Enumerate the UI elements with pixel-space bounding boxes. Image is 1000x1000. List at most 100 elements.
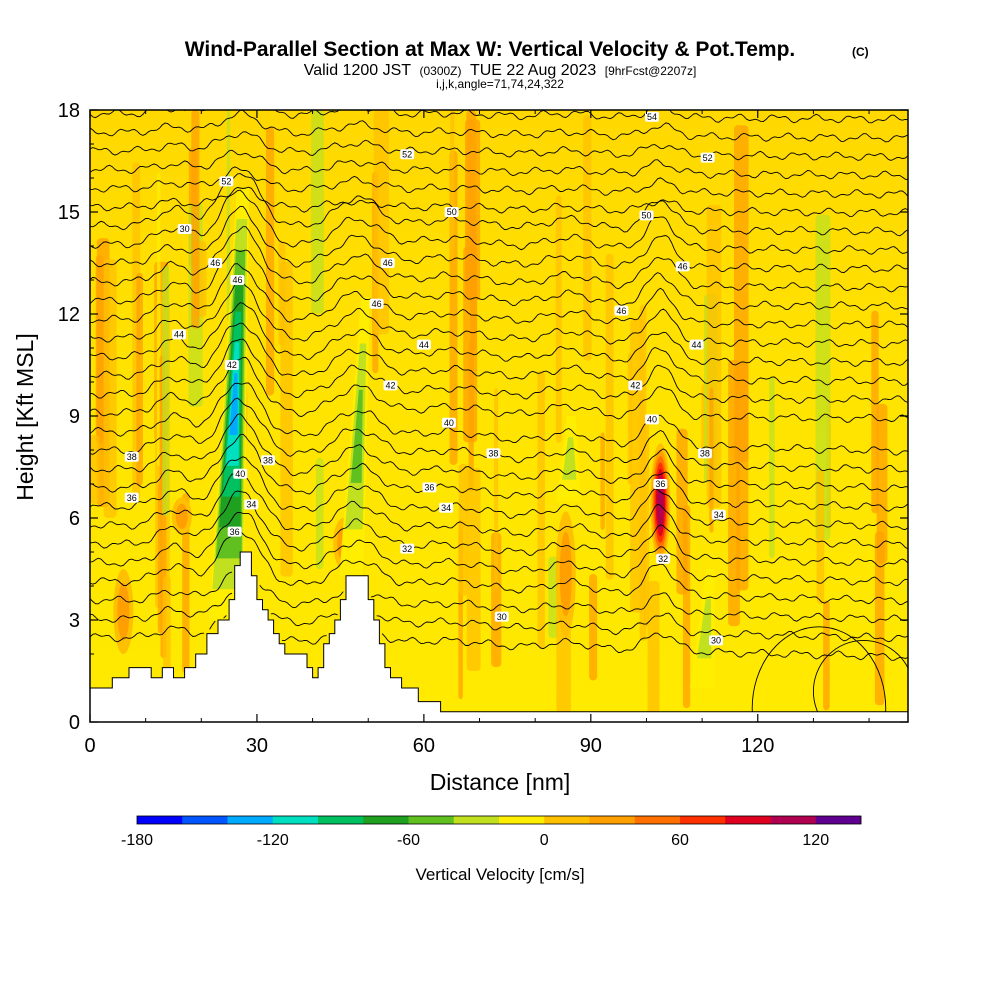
velocity-band [647,580,660,716]
contour-label-bg [124,492,139,503]
theta-contour-line [90,571,908,624]
contour-label-text: 40 [444,418,454,428]
contour-label: 38 [697,448,712,459]
colorbar-tick-label: 60 [671,832,689,849]
contour-label: 40 [441,417,456,428]
contour-label-bg [711,509,726,520]
downdraft-core-1 [350,389,363,483]
subtitle-date: TUE 22 Aug 2023 [470,62,596,79]
contour-label: 36 [422,482,437,493]
theta-contour-line [90,205,908,274]
terrain-mask [90,551,908,722]
contour-label-text: 46 [383,258,393,268]
contour-label-text: 38 [127,452,137,462]
title-mark: (C) [852,45,869,59]
chart-subtitle-indices: i,j,k,angle=71,74,24,322 [436,77,564,91]
theta-contour-line [90,280,908,349]
velocity-band [583,115,592,361]
contour-label: 46 [230,275,245,285]
contour-label-bg [380,258,395,268]
contour-label: 46 [614,305,629,316]
contour-label-text: 44 [692,340,702,350]
theta-contour-line [90,473,908,550]
y-tick-label: 3 [69,610,80,632]
velocity-band [874,531,885,706]
contour-label: 46 [369,298,384,309]
colorbar-swatch [634,816,681,824]
theta-contour-line [90,110,908,124]
contour-label: 30 [177,224,192,234]
colorbar-swatch [318,816,364,824]
subtitle-forecast: [9hrFcst@2207z] [605,64,697,78]
colorbar-tick-label: -180 [121,832,153,849]
contour-label: 34 [244,499,259,510]
contour-label: 34 [439,502,454,513]
contour-label: 46 [208,258,223,268]
y-tick-label: 6 [69,508,80,530]
velocity-band [709,387,714,533]
plot-area: 54 52 52 52 50 50 30 46 46 46 46 46 46 44 44 44 42 42 42 40… [90,110,908,722]
contour-labels: 54 52 52 52 50 50 30 46 46 46 46 46 46 44 44 44 42 42 42 40… [124,111,726,646]
velocity-band [315,457,324,570]
colorbar-swatch [408,816,455,824]
contour-label-bg [709,635,724,646]
contour-label: 30 [494,611,509,622]
theta-contour-line [90,131,908,161]
colorbar-swatch [227,816,274,824]
y-tick-label: 12 [58,304,80,326]
contour-label-text: 38 [488,449,498,459]
contour-label: 38 [124,451,139,462]
contour-label-text: 40 [235,469,245,479]
updraft-core-5 [117,582,130,641]
contour-label-bg [675,261,690,272]
contour-label: 34 [711,509,726,520]
theta-contour-line [90,592,908,643]
theta-contour-line [90,413,908,492]
colorbar-swatch [499,816,545,824]
downdraft-core-0 [229,373,238,435]
velocity-band [548,556,558,639]
theta-contour-line [90,338,908,405]
velocity-band [815,214,831,541]
contour-label-text: 46 [372,299,382,309]
contour-label-text: 44 [174,330,184,340]
contour-label: 42 [383,380,398,391]
colorbar-swatch [363,816,409,824]
colorbar-swatch [544,816,590,824]
contour-label-bg [261,455,276,466]
colorbar-tick-label: -60 [397,832,420,849]
contour-label-text: 46 [678,262,688,272]
contour-label-text: 36 [230,527,240,537]
theta-contour-line [90,186,908,217]
contour-label: 40 [233,468,248,479]
velocity-band [605,253,614,580]
contour-label: 52 [219,176,234,187]
theta-contour-line [90,149,908,181]
velocity-band [466,467,481,672]
theta-contour-line [90,166,908,199]
velocity-band [630,318,645,613]
contour-label: 42 [628,380,643,391]
velocity-band [816,469,825,604]
contour-label-text: 40 [647,415,657,425]
contour-label-bg [227,526,242,537]
colorbar-swatch [725,816,771,824]
contour-label: 44 [689,339,704,350]
contour-label-text: 32 [402,544,412,554]
contour-label-bg [441,417,456,428]
contour-label-text: 54 [647,112,657,122]
contour-label: 32 [656,553,671,564]
x-axis: 0 30 60 90 120 [84,110,870,757]
contour-label-bg [177,224,192,234]
contour-label-text: 42 [227,360,237,370]
contour-label-bg [244,499,259,510]
updraft-core-0 [657,475,664,530]
downdraft-core-2 [562,437,577,480]
contour-label: 54 [645,111,660,122]
contour-label: 30 [709,635,724,646]
contour-label-text: 42 [630,381,640,391]
contour-label: 32 [400,543,415,554]
y-axis-label: Height [Kft MSL] [12,333,38,500]
theta-contour-line [90,433,908,512]
